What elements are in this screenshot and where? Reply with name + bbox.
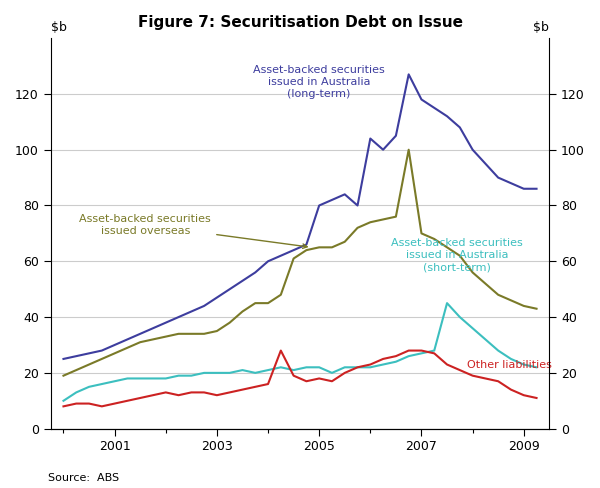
Text: Asset-backed securities
issued overseas: Asset-backed securities issued overseas [79,214,307,248]
Title: Figure 7: Securitisation Debt on Issue: Figure 7: Securitisation Debt on Issue [137,15,463,30]
Text: Asset-backed securities
issued in Australia
(long-term): Asset-backed securities issued in Austra… [253,65,385,100]
Text: $b: $b [50,21,67,34]
Text: $b: $b [533,21,550,34]
Text: Asset-backed securities
issued in Australia
(short-term): Asset-backed securities issued in Austra… [391,238,523,272]
Text: Other liabilities: Other liabilities [467,360,553,370]
Text: Source:  ABS: Source: ABS [48,473,119,483]
